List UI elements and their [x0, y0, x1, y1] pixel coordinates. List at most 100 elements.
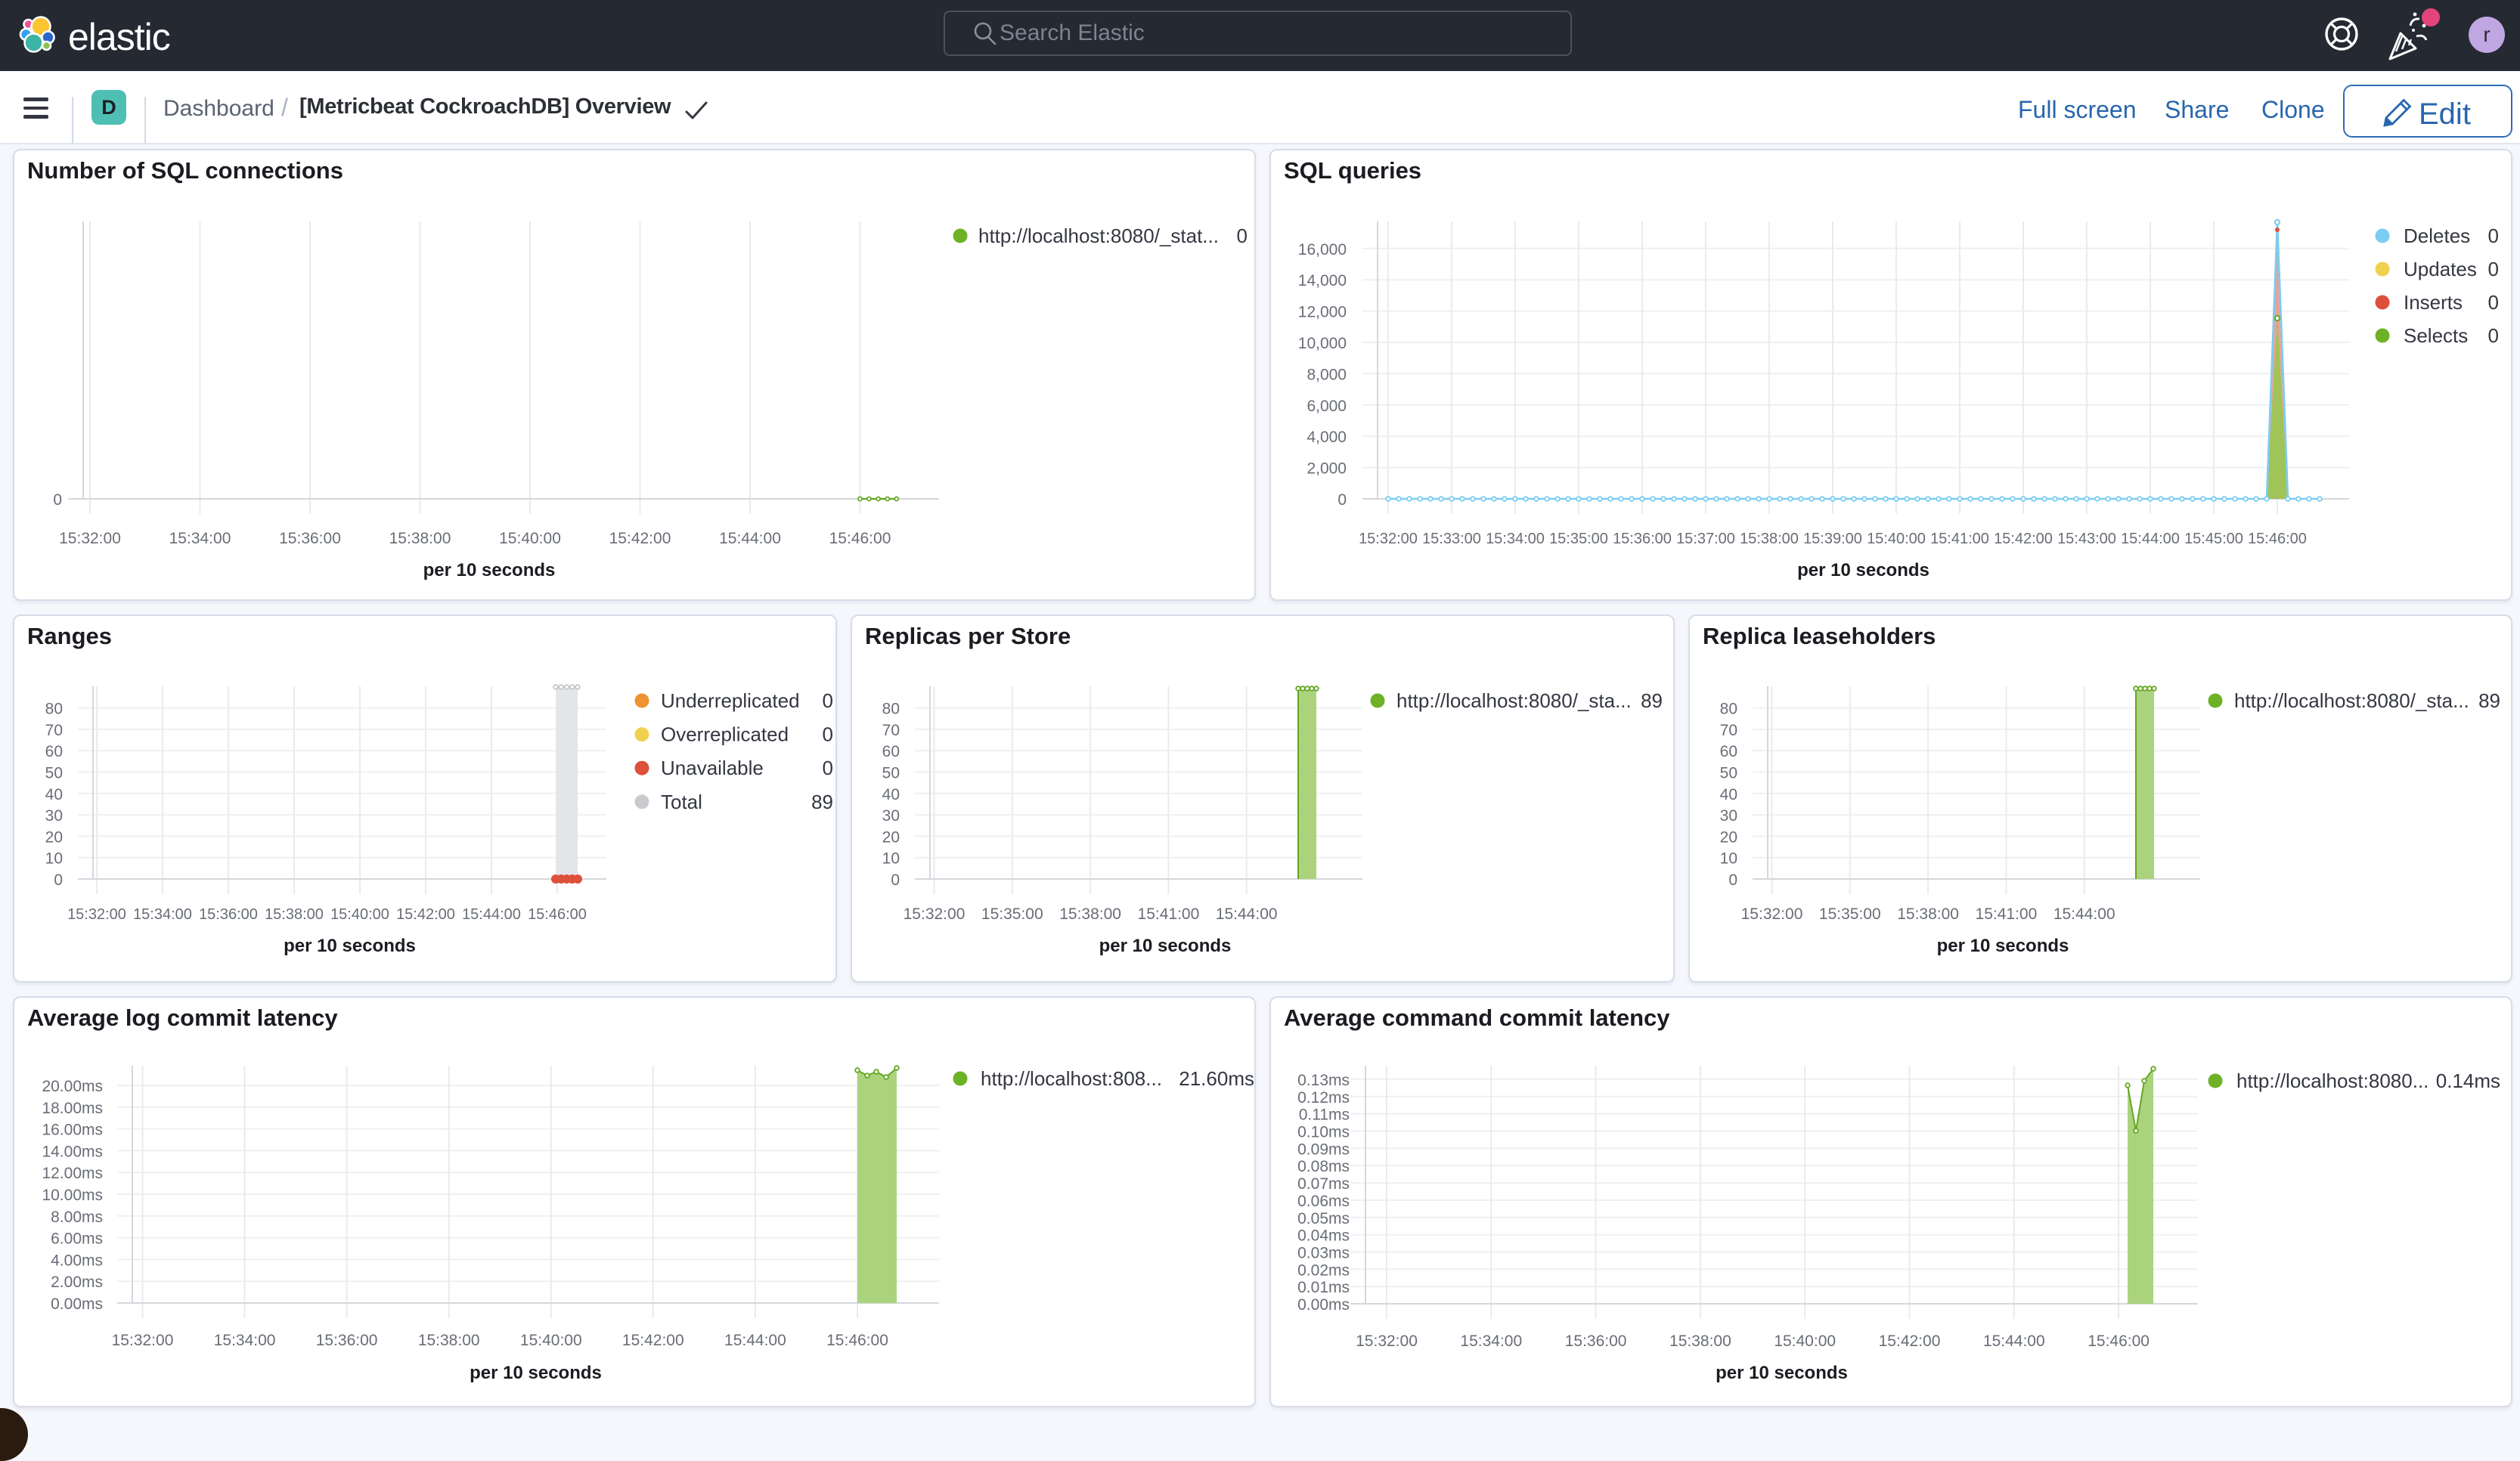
svg-text:0.10ms: 0.10ms [1297, 1124, 1350, 1141]
svg-text:15:44:00: 15:44:00 [2054, 905, 2115, 923]
svg-text:10: 10 [882, 850, 900, 868]
svg-text:Inserts: Inserts [2404, 291, 2463, 314]
svg-text:40: 40 [1720, 786, 1737, 803]
svg-text:0: 0 [891, 871, 900, 889]
svg-text:per 10 seconds: per 10 seconds [1797, 560, 1930, 580]
svg-text:0.00ms: 0.00ms [1297, 1296, 1350, 1314]
svg-text:15:34:00: 15:34:00 [214, 1332, 276, 1349]
svg-text:15:36:00: 15:36:00 [199, 906, 258, 923]
svg-text:70: 70 [45, 722, 63, 739]
svg-text:15:46:00: 15:46:00 [2088, 1333, 2150, 1350]
svg-text:15:38:00: 15:38:00 [265, 906, 324, 923]
svg-text:0: 0 [2488, 258, 2499, 280]
svg-text:15:37:00: 15:37:00 [1676, 531, 1735, 547]
svg-text:4.00ms: 4.00ms [51, 1252, 103, 1269]
svg-text:Deletes: Deletes [2404, 224, 2470, 247]
svg-text:http://localhost:8080/_sta...: http://localhost:8080/_sta... [1396, 689, 1632, 712]
svg-text:0: 0 [2488, 224, 2499, 247]
svg-text:30: 30 [882, 807, 900, 825]
svg-text:0.02ms: 0.02ms [1297, 1261, 1350, 1279]
svg-text:20.00ms: 20.00ms [42, 1078, 103, 1095]
svg-text:15:42:00: 15:42:00 [609, 530, 671, 547]
svg-text:16,000: 16,000 [1298, 241, 1347, 258]
svg-text:12,000: 12,000 [1298, 304, 1347, 321]
svg-text:15:34:00: 15:34:00 [133, 906, 192, 923]
svg-text:0: 0 [823, 723, 833, 746]
svg-text:0: 0 [823, 689, 833, 712]
svg-text:70: 70 [882, 722, 900, 739]
svg-text:15:42:00: 15:42:00 [1994, 531, 2053, 547]
svg-text:0: 0 [1337, 491, 1347, 509]
svg-text:Updates: Updates [2404, 258, 2477, 280]
svg-text:15:43:00: 15:43:00 [2057, 531, 2116, 547]
svg-text:per 10 seconds: per 10 seconds [284, 936, 416, 956]
svg-text:15:44:00: 15:44:00 [719, 530, 781, 547]
svg-text:15:40:00: 15:40:00 [520, 1332, 582, 1349]
svg-text:Selects: Selects [2404, 324, 2468, 347]
svg-text:15:46:00: 15:46:00 [826, 1332, 888, 1349]
svg-text:15:42:00: 15:42:00 [396, 906, 455, 923]
svg-text:15:32:00: 15:32:00 [1359, 531, 1418, 547]
svg-text:0.13ms: 0.13ms [1297, 1072, 1350, 1089]
svg-text:0.04ms: 0.04ms [1297, 1227, 1350, 1245]
svg-text:Overreplicated: Overreplicated [661, 723, 789, 746]
svg-text:18.00ms: 18.00ms [42, 1100, 103, 1117]
svg-text:40: 40 [882, 786, 900, 803]
svg-text:2.00ms: 2.00ms [51, 1274, 103, 1291]
svg-text:15:32:00: 15:32:00 [67, 906, 126, 923]
svg-text:0.12ms: 0.12ms [1297, 1089, 1350, 1107]
svg-text:4,000: 4,000 [1306, 429, 1347, 446]
svg-text:14.00ms: 14.00ms [42, 1143, 103, 1160]
svg-text:0.07ms: 0.07ms [1297, 1175, 1350, 1193]
svg-text:12.00ms: 12.00ms [42, 1165, 103, 1182]
svg-text:30: 30 [1720, 807, 1737, 825]
svg-text:15:44:00: 15:44:00 [724, 1332, 786, 1349]
svg-text:30: 30 [45, 807, 63, 825]
svg-text:15:36:00: 15:36:00 [1613, 531, 1672, 547]
svg-text:http://localhost:8080/_sta...: http://localhost:8080/_sta... [2234, 689, 2469, 712]
svg-text:15:44:00: 15:44:00 [462, 906, 521, 923]
svg-text:15:38:00: 15:38:00 [1897, 905, 1959, 923]
svg-text:15:34:00: 15:34:00 [169, 530, 231, 547]
svg-text:15:32:00: 15:32:00 [112, 1332, 174, 1349]
svg-text:15:35:00: 15:35:00 [1549, 531, 1608, 547]
svg-text:89: 89 [1641, 689, 1663, 712]
svg-text:15:41:00: 15:41:00 [1976, 905, 2038, 923]
svg-text:15:33:00: 15:33:00 [1422, 531, 1481, 547]
svg-text:0.06ms: 0.06ms [1297, 1193, 1350, 1210]
svg-text:15:40:00: 15:40:00 [499, 530, 561, 547]
svg-text:15:32:00: 15:32:00 [1356, 1333, 1418, 1350]
svg-text:0.09ms: 0.09ms [1297, 1141, 1350, 1158]
svg-text:60: 60 [45, 743, 63, 760]
svg-text:15:36:00: 15:36:00 [279, 530, 341, 547]
svg-text:0: 0 [1237, 224, 1248, 247]
svg-text:15:44:00: 15:44:00 [1983, 1333, 2045, 1350]
svg-text:0.03ms: 0.03ms [1297, 1244, 1350, 1261]
svg-text:21.60ms: 21.60ms [1179, 1067, 1254, 1090]
svg-text:0: 0 [2488, 291, 2499, 314]
svg-text:15:34:00: 15:34:00 [1460, 1333, 1522, 1350]
svg-text:16.00ms: 16.00ms [42, 1122, 103, 1139]
svg-text:15:46:00: 15:46:00 [528, 906, 587, 923]
svg-text:50: 50 [1720, 765, 1737, 782]
svg-text:http://localhost:8080/_stat...: http://localhost:8080/_stat... [978, 224, 1219, 247]
svg-text:80: 80 [1720, 701, 1737, 718]
svg-text:6.00ms: 6.00ms [51, 1230, 103, 1248]
svg-text:http://localhost:8080...: http://localhost:8080... [2236, 1069, 2429, 1092]
svg-text:Total: Total [661, 791, 702, 813]
svg-text:10,000: 10,000 [1298, 335, 1347, 352]
svg-text:per 10 seconds: per 10 seconds [1099, 936, 1232, 956]
svg-text:15:34:00: 15:34:00 [1486, 531, 1545, 547]
svg-text:15:46:00: 15:46:00 [829, 530, 891, 547]
svg-text:http://localhost:808...: http://localhost:808... [981, 1067, 1162, 1090]
svg-text:15:38:00: 15:38:00 [418, 1332, 480, 1349]
svg-text:0: 0 [1728, 871, 1737, 889]
svg-text:15:42:00: 15:42:00 [1879, 1333, 1941, 1350]
svg-text:20: 20 [1720, 828, 1737, 846]
svg-text:0: 0 [54, 871, 63, 889]
svg-text:89: 89 [811, 791, 833, 813]
svg-text:89: 89 [2478, 689, 2500, 712]
svg-text:per 10 seconds: per 10 seconds [1716, 1363, 1848, 1383]
svg-text:6,000: 6,000 [1306, 398, 1347, 415]
svg-text:Underreplicated: Underreplicated [661, 689, 800, 712]
